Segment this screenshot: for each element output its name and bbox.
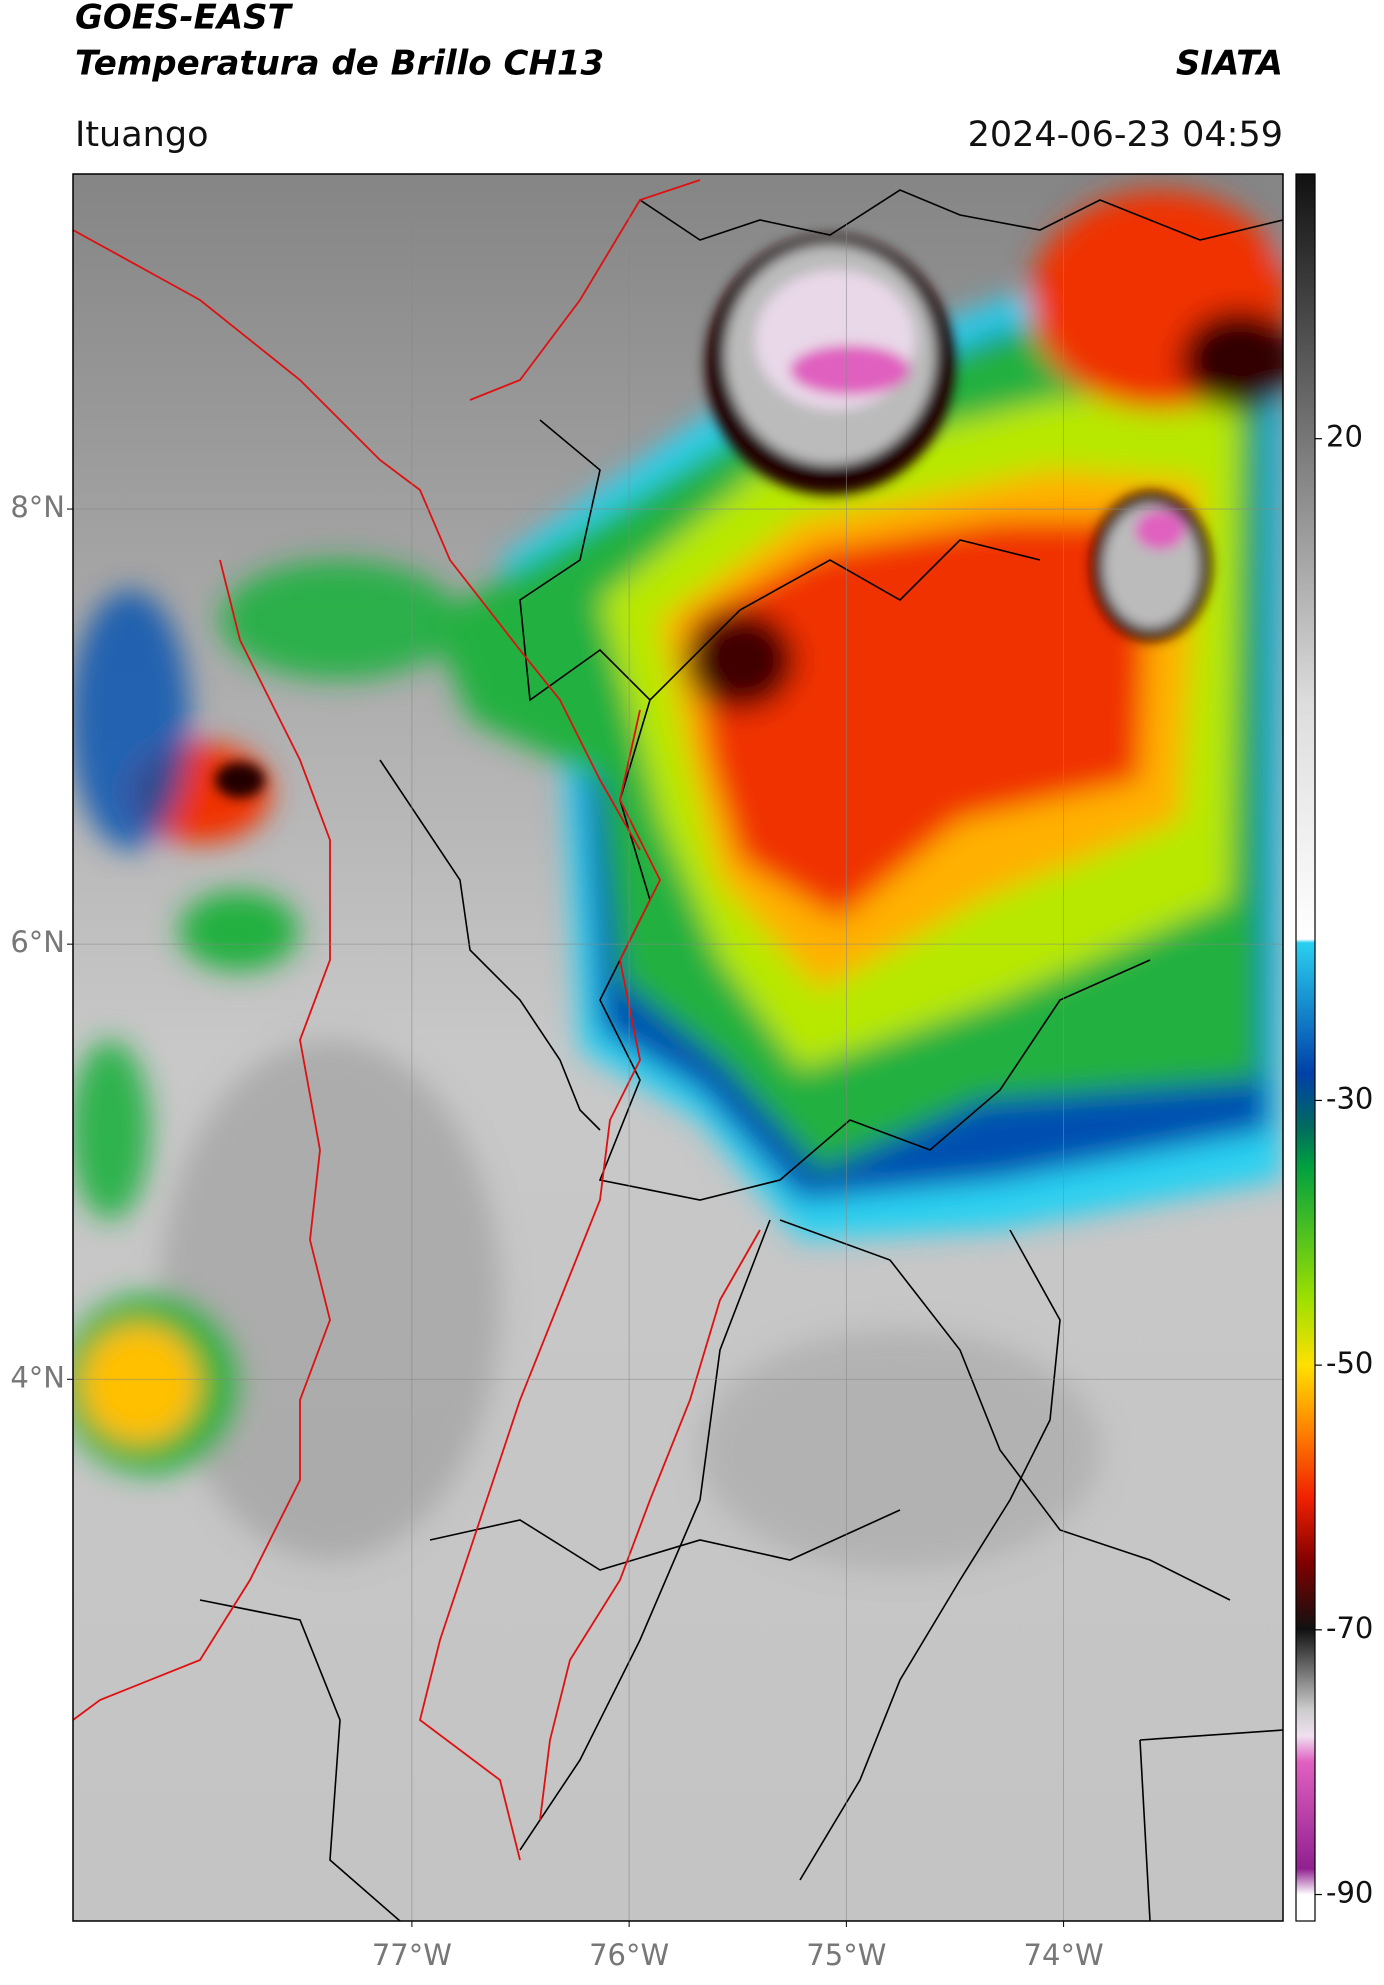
x-tick-label: 77°W [372, 1938, 452, 1972]
grid [73, 174, 1283, 1921]
subtitle: Temperatura de Brillo CH13 [75, 44, 604, 84]
colorbar-tick-label: -50 [1326, 1346, 1373, 1380]
y-tick-label: 6°N [10, 925, 65, 959]
source: SIATA [1176, 44, 1283, 84]
colorbar-tick-label: -90 [1326, 1876, 1373, 1910]
y-tick-label: 4°N [10, 1360, 65, 1394]
y-tick-label: 8°N [10, 490, 65, 524]
x-tick-label: 76°W [589, 1938, 669, 1972]
x-tick-label: 74°W [1024, 1938, 1104, 1972]
map-frame [72, 173, 1284, 1922]
colorbar-tick-label: 20 [1326, 420, 1363, 454]
location: Ituango [75, 115, 209, 155]
x-tick-label: 75°W [806, 1938, 886, 1972]
datetime: 2024-06-23 04:59 [968, 115, 1283, 155]
satellite-image [73, 174, 1283, 1921]
title: GOES-EAST [75, 0, 294, 38]
colorbar [1295, 173, 1316, 1922]
colorbar-tick-label: -70 [1326, 1611, 1373, 1645]
colorbar-tick-label: -30 [1326, 1081, 1373, 1115]
